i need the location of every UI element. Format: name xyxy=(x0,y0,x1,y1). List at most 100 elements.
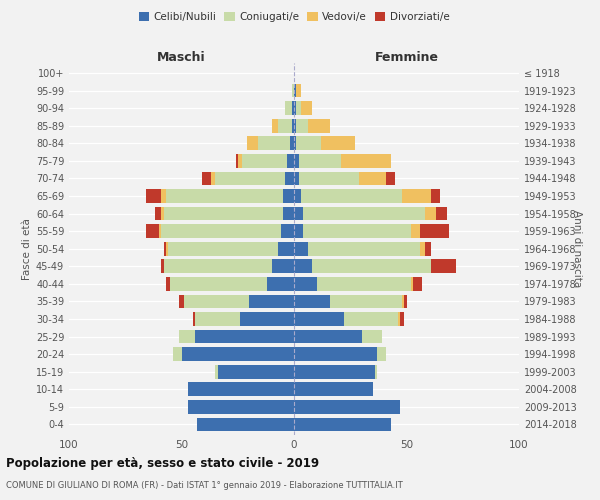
Bar xyxy=(242,154,287,168)
Bar xyxy=(271,260,294,273)
Bar xyxy=(290,136,294,150)
Bar xyxy=(159,224,161,238)
Bar xyxy=(287,154,294,168)
Bar xyxy=(425,207,436,220)
Bar xyxy=(436,207,447,220)
Y-axis label: Anni di nascita: Anni di nascita xyxy=(572,210,582,288)
Bar xyxy=(299,172,359,185)
Bar xyxy=(166,277,170,290)
Bar xyxy=(235,154,238,168)
Bar xyxy=(197,418,294,432)
Bar xyxy=(283,189,294,203)
Bar xyxy=(294,382,373,396)
Bar xyxy=(377,348,386,361)
Bar xyxy=(301,102,312,115)
Bar xyxy=(271,119,278,132)
Bar xyxy=(168,242,278,256)
Bar xyxy=(161,260,163,273)
Text: Maschi: Maschi xyxy=(157,52,206,64)
Bar xyxy=(278,242,294,256)
Bar xyxy=(398,312,400,326)
Bar xyxy=(285,172,294,185)
Bar xyxy=(193,312,195,326)
Bar xyxy=(341,154,391,168)
Bar xyxy=(173,348,182,361)
Bar xyxy=(161,189,166,203)
Bar xyxy=(411,277,413,290)
Bar xyxy=(294,172,299,185)
Bar xyxy=(294,207,303,220)
Bar xyxy=(294,365,375,378)
Bar xyxy=(283,207,294,220)
Bar xyxy=(292,119,294,132)
Bar xyxy=(281,224,294,238)
Text: Femmine: Femmine xyxy=(374,52,439,64)
Bar xyxy=(294,136,296,150)
Bar xyxy=(386,172,395,185)
Bar xyxy=(166,189,283,203)
Bar xyxy=(296,102,301,115)
Legend: Celibi/Nubili, Coniugati/e, Vedovi/e, Divorziati/e: Celibi/Nubili, Coniugati/e, Vedovi/e, Di… xyxy=(134,8,454,26)
Bar xyxy=(330,294,402,308)
Text: COMUNE DI GIULIANO DI ROMA (FR) - Dati ISTAT 1° gennaio 2019 - Elaborazione TUTT: COMUNE DI GIULIANO DI ROMA (FR) - Dati I… xyxy=(6,481,403,490)
Bar xyxy=(296,84,301,98)
Text: Popolazione per età, sesso e stato civile - 2019: Popolazione per età, sesso e stato civil… xyxy=(6,458,319,470)
Bar xyxy=(215,172,285,185)
Y-axis label: Fasce di età: Fasce di età xyxy=(22,218,32,280)
Bar xyxy=(431,189,440,203)
Bar xyxy=(294,242,308,256)
Bar xyxy=(218,365,294,378)
Bar xyxy=(294,84,296,98)
Bar xyxy=(294,312,343,326)
Bar xyxy=(166,242,168,256)
Bar xyxy=(179,330,195,344)
Bar xyxy=(294,418,391,432)
Bar xyxy=(308,119,330,132)
Bar xyxy=(296,119,308,132)
Bar xyxy=(294,260,312,273)
Bar xyxy=(301,189,402,203)
Bar xyxy=(258,136,290,150)
Bar xyxy=(163,260,271,273)
Bar xyxy=(303,224,411,238)
Bar xyxy=(163,207,283,220)
Bar xyxy=(170,277,267,290)
Bar xyxy=(188,400,294,413)
Bar xyxy=(294,119,296,132)
Bar xyxy=(215,365,218,378)
Bar xyxy=(296,136,321,150)
Bar xyxy=(411,224,420,238)
Bar xyxy=(285,102,292,115)
Bar xyxy=(400,312,404,326)
Bar xyxy=(184,294,249,308)
Bar xyxy=(361,330,382,344)
Bar xyxy=(188,382,294,396)
Bar xyxy=(240,312,294,326)
Bar xyxy=(202,172,211,185)
Bar xyxy=(155,207,161,220)
Bar xyxy=(278,119,292,132)
Bar xyxy=(294,102,296,115)
Bar xyxy=(294,294,330,308)
Bar xyxy=(146,189,161,203)
Bar xyxy=(294,330,361,344)
Bar xyxy=(294,348,377,361)
Bar xyxy=(292,84,294,98)
Bar xyxy=(303,207,425,220)
Bar xyxy=(321,136,355,150)
Bar xyxy=(308,242,420,256)
Bar xyxy=(267,277,294,290)
Bar xyxy=(294,154,299,168)
Bar xyxy=(292,102,294,115)
Bar xyxy=(294,189,301,203)
Bar xyxy=(413,277,422,290)
Bar xyxy=(182,348,294,361)
Bar xyxy=(195,330,294,344)
Bar xyxy=(425,242,431,256)
Bar xyxy=(375,365,377,378)
Bar xyxy=(402,294,404,308)
Bar xyxy=(317,277,411,290)
Bar xyxy=(420,224,449,238)
Bar xyxy=(343,312,398,326)
Bar xyxy=(249,294,294,308)
